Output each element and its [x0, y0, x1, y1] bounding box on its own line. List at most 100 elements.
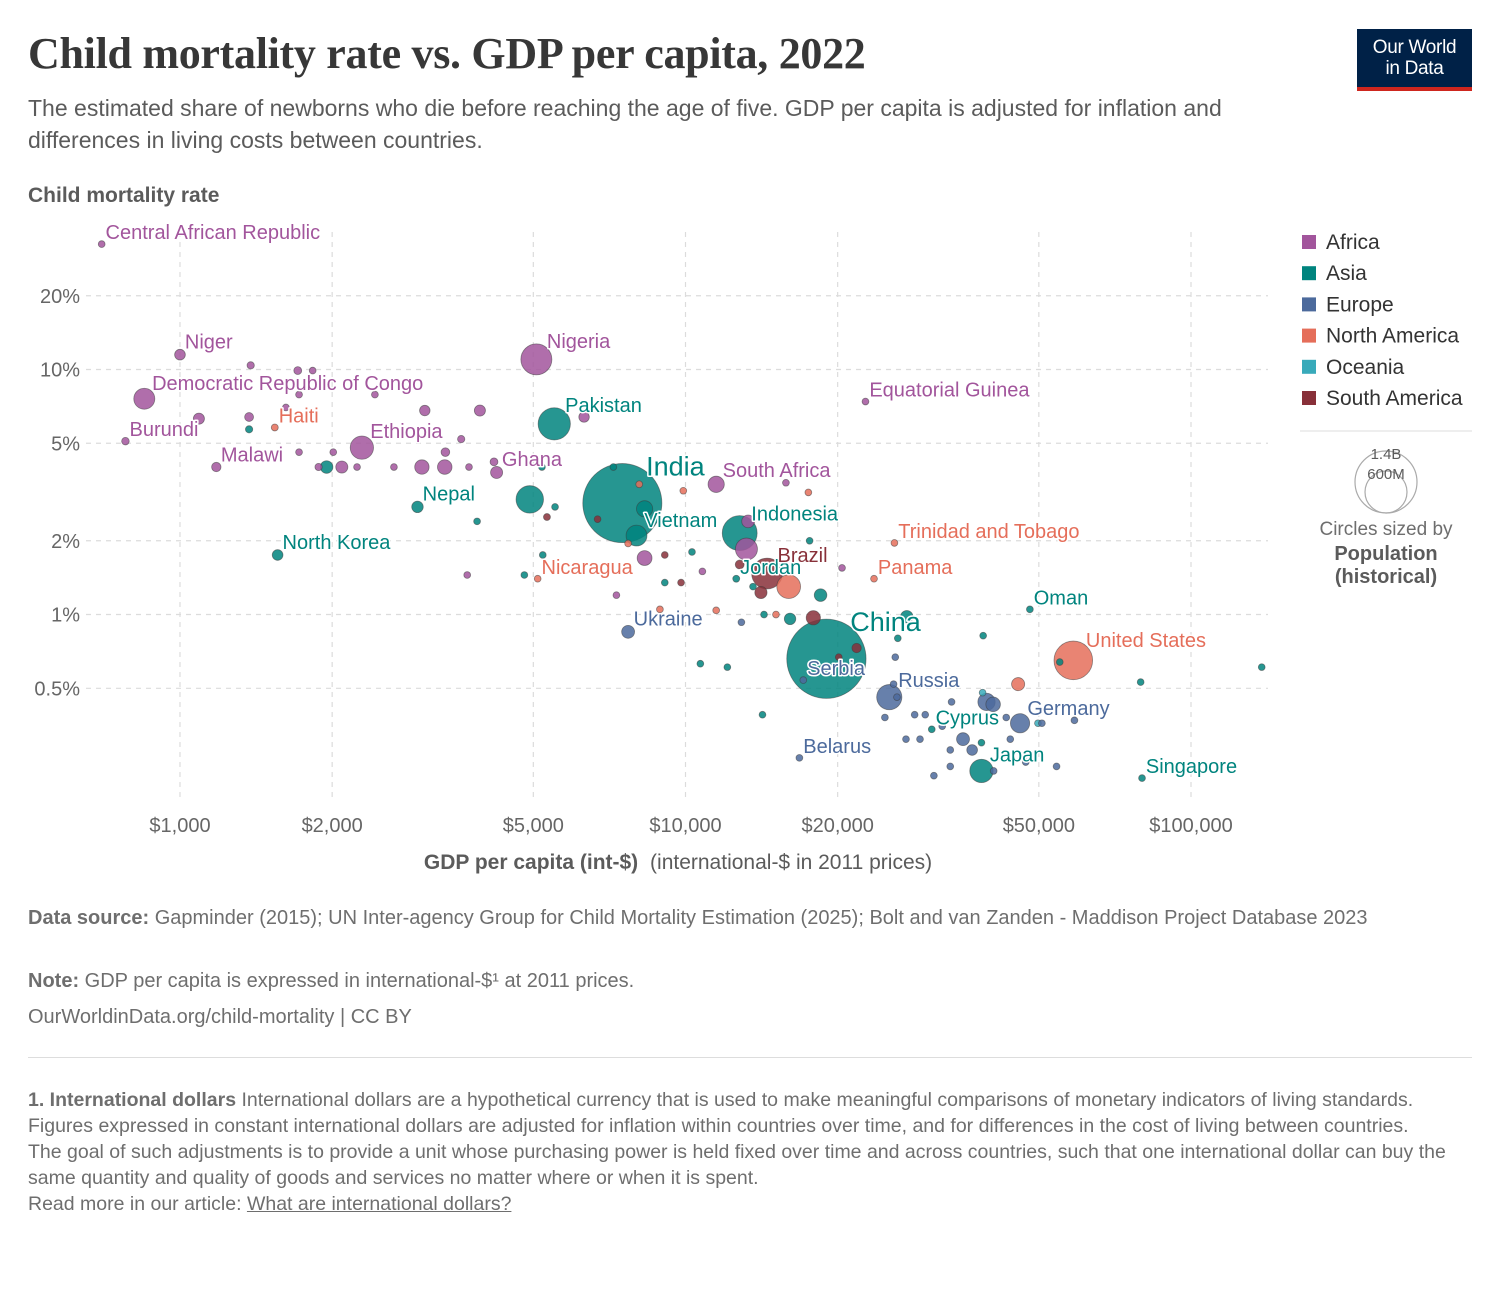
point-jordan[interactable]	[732, 574, 741, 583]
point-africa[interactable]	[390, 463, 398, 471]
point-africa[interactable]	[473, 404, 486, 417]
point-europe[interactable]	[1052, 762, 1061, 771]
point-africa[interactable]	[246, 361, 255, 370]
point-north-america[interactable]	[624, 539, 632, 548]
point-africa[interactable]	[636, 550, 653, 566]
point-asia[interactable]	[758, 710, 767, 719]
legend-item-north-america[interactable]: North America	[1302, 325, 1459, 348]
point-africa[interactable]	[414, 459, 430, 475]
point-asia[interactable]	[1257, 663, 1266, 671]
point-africa[interactable]	[371, 390, 379, 399]
source-url[interactable]: OurWorldinData.org/child-mortality | CC …	[28, 1006, 412, 1028]
legend-item-europe[interactable]: Europe	[1302, 293, 1394, 316]
point-europe[interactable]	[1038, 719, 1046, 728]
point-asia[interactable]	[551, 503, 559, 511]
point-africa[interactable]	[578, 411, 590, 423]
intl-dollars-link[interactable]: What are international dollars?	[246, 1193, 512, 1215]
point-pakistan[interactable]	[537, 407, 571, 441]
point-africa[interactable]	[437, 459, 453, 475]
point-africa[interactable]	[465, 463, 473, 471]
point-europe[interactable]	[938, 722, 947, 731]
point-africa[interactable]	[314, 462, 323, 472]
legend-item-africa[interactable]: Africa	[1302, 231, 1380, 254]
point-south-america[interactable]	[734, 559, 745, 570]
point-asia[interactable]	[473, 517, 481, 526]
owid-logo[interactable]: Our World in Data	[1357, 29, 1472, 91]
point-south-america[interactable]	[677, 578, 685, 587]
point-asia[interactable]	[520, 571, 529, 579]
point-africa[interactable]	[295, 390, 303, 399]
point-africa[interactable]	[612, 591, 621, 599]
point-asia[interactable]	[813, 588, 828, 602]
point-europe[interactable]	[946, 762, 955, 771]
point-europe[interactable]	[1070, 716, 1079, 725]
point-asia[interactable]	[696, 659, 705, 668]
point-africa[interactable]	[463, 571, 472, 579]
point-asia[interactable]	[783, 612, 797, 626]
point-asia[interactable]	[245, 425, 254, 434]
point-asia[interactable]	[538, 463, 546, 471]
point-africa[interactable]	[329, 448, 338, 456]
point-north-america[interactable]	[635, 480, 644, 489]
point-europe[interactable]	[891, 653, 900, 661]
point-nicaragua[interactable]	[533, 574, 542, 583]
point-trinidad-and-tobago[interactable]	[890, 539, 899, 547]
point-africa[interactable]	[698, 567, 707, 576]
point-europe[interactable]	[910, 710, 919, 719]
point-asia[interactable]	[805, 536, 814, 545]
point-south-america[interactable]	[543, 513, 551, 521]
point-niger[interactable]	[174, 348, 186, 361]
point-africa[interactable]	[335, 460, 349, 474]
point-africa[interactable]	[735, 537, 758, 561]
point-south-america[interactable]	[660, 551, 669, 559]
point-europe[interactable]	[1006, 735, 1015, 743]
point-asia[interactable]	[1136, 678, 1145, 686]
point-burundi[interactable]	[121, 436, 130, 446]
point-africa[interactable]	[353, 463, 361, 471]
point-asia[interactable]	[979, 631, 987, 640]
point-south-america[interactable]	[834, 653, 843, 661]
point-asia[interactable]	[1055, 658, 1064, 666]
point-europe[interactable]	[921, 710, 930, 719]
point-russia[interactable]	[876, 684, 903, 711]
point-europe[interactable]	[989, 767, 998, 775]
point-europe[interactable]	[916, 735, 924, 743]
point-south-america[interactable]	[593, 515, 602, 523]
point-democratic-republic-of-congo[interactable]	[133, 387, 156, 410]
point-asia[interactable]	[900, 610, 914, 624]
point-north-america[interactable]	[772, 610, 780, 619]
point-north-korea[interactable]	[271, 549, 284, 561]
color-legend[interactable]: Africa Asia Europe North America Oceania Sout…	[1302, 231, 1463, 410]
point-ethiopia[interactable]	[349, 435, 374, 460]
point-asia[interactable]	[723, 663, 732, 671]
point-africa[interactable]	[838, 564, 846, 572]
point-europe[interactable]	[956, 732, 970, 747]
point-europe[interactable]	[893, 693, 901, 701]
point-africa[interactable]	[293, 366, 303, 375]
point-germany[interactable]	[1010, 713, 1031, 734]
point-cyprus[interactable]	[927, 725, 936, 734]
point-europe[interactable]	[902, 735, 910, 743]
point-brazil[interactable]	[751, 557, 783, 590]
point-north-america[interactable]	[679, 486, 688, 495]
point-europe[interactable]	[966, 744, 978, 756]
legend-item-asia[interactable]: Asia	[1302, 262, 1367, 285]
point-europe[interactable]	[881, 713, 889, 722]
point-north-america[interactable]	[656, 605, 664, 614]
point-africa[interactable]	[782, 478, 790, 487]
point-africa[interactable]	[741, 514, 755, 529]
point-belarus[interactable]	[795, 754, 804, 762]
point-europe[interactable]	[985, 696, 1001, 713]
point-asia[interactable]	[749, 582, 757, 591]
point-north-america[interactable]	[1011, 677, 1026, 692]
point-serbia[interactable]	[799, 676, 808, 684]
point-asia[interactable]	[609, 463, 618, 471]
point-africa[interactable]	[282, 403, 290, 412]
point-south-america[interactable]	[851, 642, 862, 654]
point-europe[interactable]	[889, 680, 898, 688]
point-equatorial-guinea[interactable]	[861, 397, 870, 406]
point-europe[interactable]	[737, 618, 746, 627]
point-africa[interactable]	[419, 404, 431, 417]
point-oceania[interactable]	[978, 688, 987, 697]
point-south-africa[interactable]	[707, 475, 725, 493]
